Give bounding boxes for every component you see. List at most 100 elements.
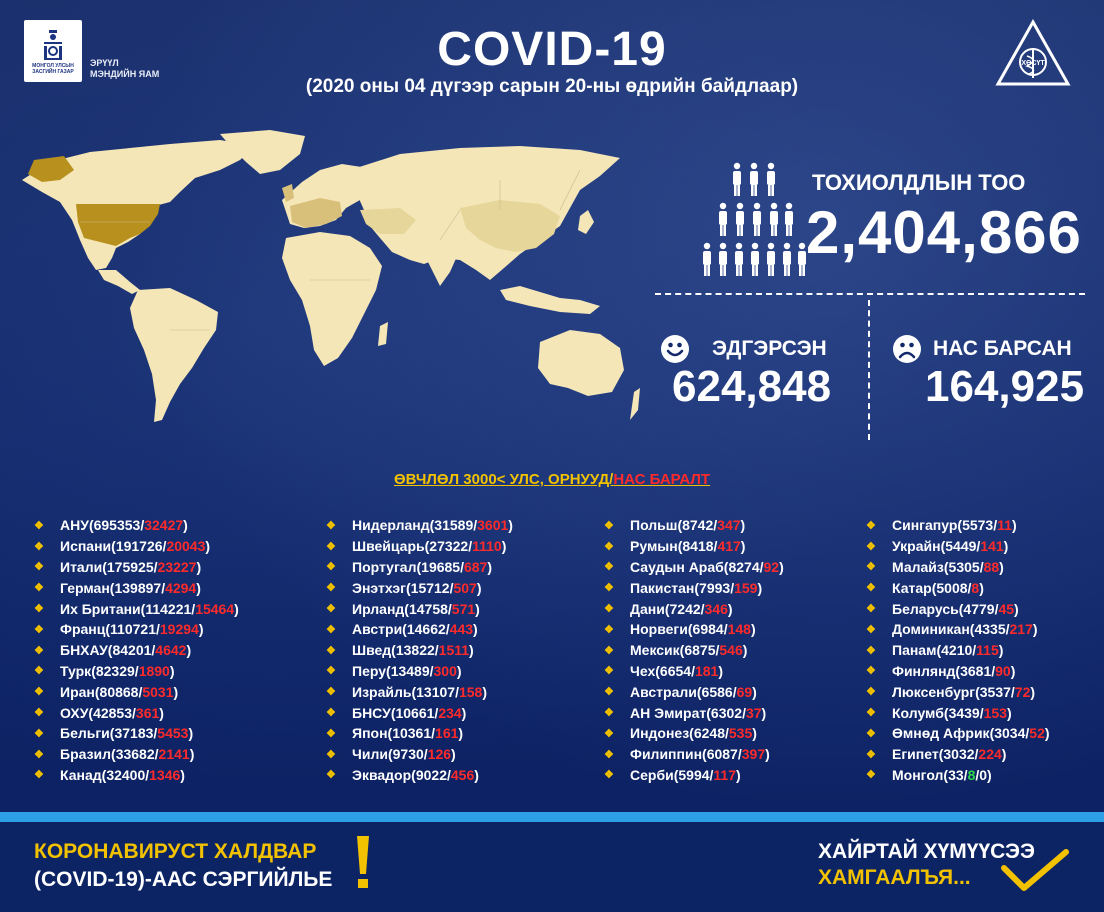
- country-name: Индонез: [630, 725, 690, 742]
- bullet-icon: ❖: [326, 582, 336, 595]
- country-name: Колумб: [892, 704, 944, 721]
- bullet-icon: ❖: [604, 644, 614, 657]
- bullet-icon: ❖: [34, 519, 44, 532]
- country-row: ❖ Норвеги (6984/148): [604, 621, 756, 638]
- country-cases: 10661: [395, 704, 435, 721]
- exclamation-icon: [357, 836, 369, 888]
- bullet-icon: ❖: [34, 561, 44, 574]
- sad-face-icon: [893, 335, 921, 363]
- country-name: Турк: [60, 662, 92, 679]
- country-row: ❖ Нидерланд (31589/3601): [326, 517, 513, 534]
- country-row: ❖ Ирланд (14758/571): [326, 600, 480, 617]
- country-cases: 14662: [406, 621, 446, 638]
- country-name: Их Британи: [60, 600, 141, 617]
- country-deaths: 15464: [195, 600, 235, 617]
- country-name: Люксенбург: [892, 683, 976, 700]
- bullet-icon: ❖: [34, 540, 44, 553]
- country-name: Катар: [892, 579, 932, 596]
- bullet-icon: ❖: [34, 686, 44, 699]
- country-deaths: 217: [1009, 621, 1033, 638]
- checkmark-icon: [1001, 849, 1069, 891]
- country-name: Япон: [352, 725, 388, 742]
- country-cases: 4779: [963, 600, 995, 617]
- country-deaths: 126: [427, 746, 452, 763]
- country-row: ❖ Колумб (3439/153): [866, 704, 1012, 721]
- country-name: Египет: [892, 746, 939, 763]
- country-cases: 82329: [95, 662, 135, 679]
- country-cases: 42853: [93, 704, 133, 721]
- bullet-icon: ❖: [326, 748, 336, 761]
- country-deaths: 571: [451, 600, 476, 617]
- bullet-icon: ❖: [34, 707, 44, 720]
- country-cases: 13822: [395, 642, 435, 659]
- country-row: ❖ Португал (19685/687): [326, 558, 493, 575]
- country-deaths: 8: [971, 579, 980, 596]
- country-row: ❖ Филиппин (6087/397): [604, 746, 770, 763]
- bullet-icon: ❖: [604, 540, 614, 553]
- bullet-icon: ❖: [604, 519, 614, 532]
- country-row: ❖ Саудын Араб (8274/92): [604, 558, 784, 575]
- country-name: Израйль: [352, 683, 412, 700]
- bullet-icon: ❖: [326, 707, 336, 720]
- country-cases: 3034: [994, 725, 1026, 742]
- people-group-icon: [733, 162, 775, 196]
- country-cases: 6654: [659, 662, 692, 679]
- country-deaths: 11: [997, 517, 1012, 534]
- bullet-icon: ❖: [34, 603, 44, 616]
- country-deaths: 507: [453, 579, 477, 596]
- country-cases: 37183: [114, 725, 154, 742]
- map-europe-highlight: [290, 198, 342, 228]
- bullet-icon: ❖: [866, 582, 876, 595]
- bullet-icon: ❖: [604, 769, 614, 782]
- bullet-icon: ❖: [604, 582, 614, 595]
- country-deaths: 23227: [157, 558, 197, 575]
- smile-icon: [661, 335, 689, 363]
- bullet-icon: ❖: [866, 727, 876, 740]
- bullet-icon: ❖: [866, 644, 876, 657]
- country-deaths: 90: [995, 662, 1011, 679]
- country-row: ❖ БНХАУ(84201/4642): [34, 642, 192, 659]
- country-name: Панам: [892, 642, 937, 659]
- bullet-icon: ❖: [34, 748, 44, 761]
- map-new-zealand: [630, 388, 640, 420]
- bullet-icon: ❖: [326, 519, 336, 532]
- country-cases: 110721: [110, 621, 156, 638]
- recovered-value: 624,848: [672, 362, 832, 411]
- bullet-icon: ❖: [34, 582, 44, 595]
- bullet-icon: ❖: [604, 748, 614, 761]
- country-row: ❖ Финлянд (3681/90): [866, 662, 1016, 679]
- country-name: Филиппин: [630, 746, 703, 763]
- country-name: БНСУ: [352, 704, 391, 721]
- country-deaths: 1346: [149, 766, 181, 783]
- bullet-icon: ❖: [866, 665, 876, 678]
- country-deaths: 141: [980, 538, 1004, 555]
- country-row: ❖ Чех (6654/181): [604, 662, 723, 679]
- country-cases: 5573: [962, 517, 994, 534]
- bullet-icon: ❖: [604, 665, 614, 678]
- country-cases: 114221: [145, 600, 192, 617]
- country-name: Чех: [630, 662, 656, 679]
- country-deaths: 4642: [155, 642, 187, 659]
- country-cases: 6248: [693, 725, 725, 742]
- country-row: ❖ Итали (175925/23227): [34, 558, 202, 575]
- country-deaths: 0: [979, 766, 988, 783]
- footer-protect-line1: ХАЙРТАЙ ХҮМҮҮСЭЭ: [818, 840, 1035, 863]
- footer: [0, 822, 1104, 912]
- country-name: Франц: [60, 621, 106, 638]
- bullet-icon: ❖: [604, 727, 614, 740]
- country-cases: 27322: [429, 538, 469, 555]
- country-deaths: 37: [745, 704, 762, 721]
- country-deaths: 161: [435, 725, 459, 742]
- list-title-main: ӨВЧЛӨЛ 3000< УЛС, ОРНУУД/: [393, 471, 614, 488]
- map-africa: [282, 232, 382, 366]
- country-cases: 7242: [669, 600, 701, 617]
- country-cases: 6984: [692, 621, 724, 638]
- country-cases: 8418: [682, 538, 714, 555]
- country-row: ❖ Перу (13489/300): [326, 662, 462, 679]
- country-cases: 14758: [408, 600, 448, 617]
- bullet-icon: ❖: [326, 727, 336, 740]
- bullet-icon: ❖: [34, 769, 44, 782]
- bullet-icon: ❖: [326, 623, 336, 636]
- bullet-icon: ❖: [604, 707, 614, 720]
- country-name: Португал: [352, 558, 417, 575]
